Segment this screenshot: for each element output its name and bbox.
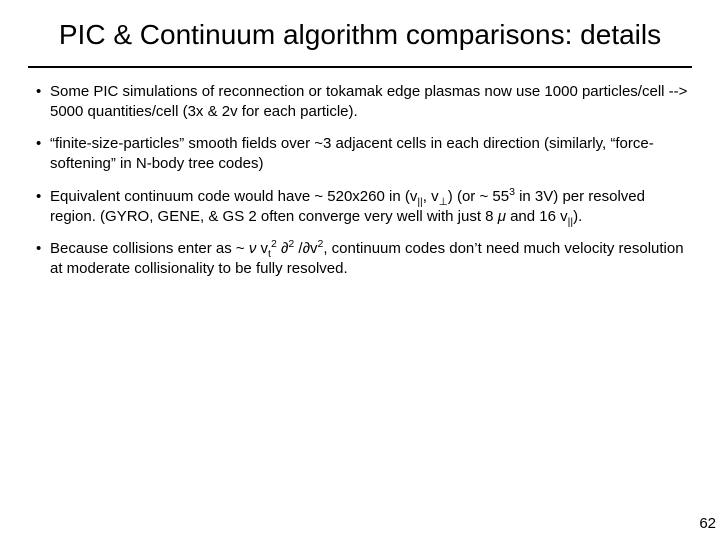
bullet-item: Some PIC simulations of reconnection or … (36, 82, 692, 123)
bullet-item: Because collisions enter as ~ ν vt2 ∂2 /… (36, 239, 692, 280)
slide: PIC & Continuum algorithm comparisons: d… (0, 0, 720, 540)
bullet-item: “finite-size-particles” smooth fields ov… (36, 134, 692, 175)
bullet-item: Equivalent continuum code would have ~ 5… (36, 187, 692, 228)
slide-title: PIC & Continuum algorithm comparisons: d… (28, 18, 692, 62)
page-number: 62 (699, 515, 716, 532)
bullet-list: Some PIC simulations of reconnection or … (28, 82, 692, 280)
title-rule (28, 66, 692, 68)
